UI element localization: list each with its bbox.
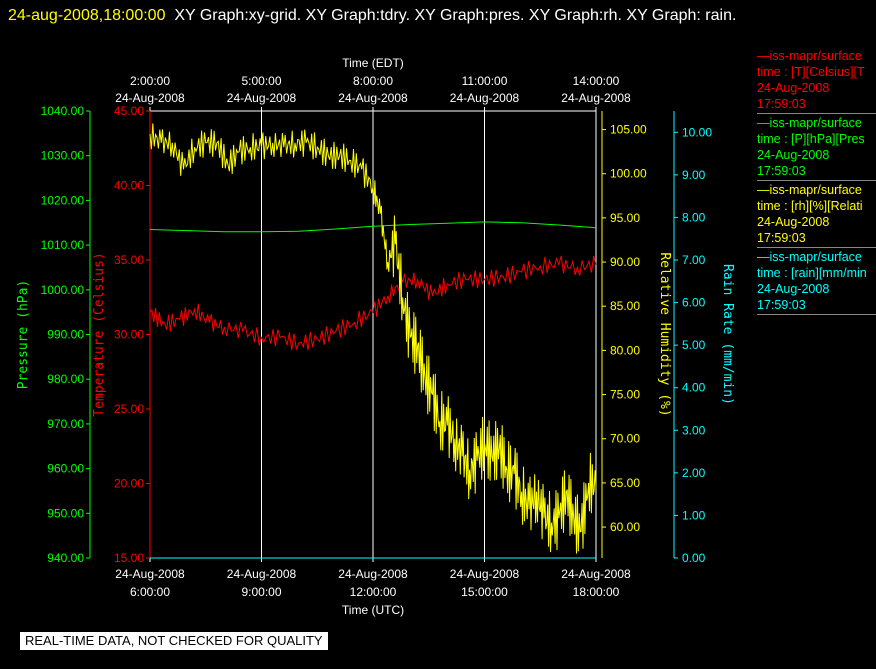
humidity-tick-label: 90.00 (610, 255, 640, 269)
x-tick-label-date: 24-Aug-2008 (561, 567, 631, 581)
pressure-tick-label: 1010.00 (41, 238, 85, 252)
x-tick-label-time: 12:00:00 (350, 585, 397, 599)
x-axis-top-title: Time (EDT) (342, 56, 404, 70)
humidity-tick-label: 60.00 (610, 520, 640, 534)
x-tick-label-time: 18:00:00 (573, 585, 620, 599)
rain-tick-label: 10.00 (682, 125, 712, 139)
x-tick-label-date: 24-Aug-2008 (338, 567, 408, 581)
legend-date: 24-Aug-2008 (757, 282, 830, 296)
quality-notice: REAL-TIME DATA, NOT CHECKED FOR QUALITY (20, 632, 328, 650)
pressure-tick-label: 1040.00 (41, 104, 85, 118)
legend-item-tdry: iss-mapr/surface time : [T][Celsius][T 2… (757, 48, 876, 114)
x-top-tick-label-date: 24-Aug-2008 (561, 91, 631, 105)
graph-titles: XY Graph:xy-grid. XY Graph:tdry. XY Grap… (174, 7, 737, 24)
pressure-tick-label: 990.00 (47, 328, 84, 342)
legend-series-label: time : [rh][%][Relati (757, 199, 863, 213)
pressure-tick-label: 1030.00 (41, 149, 85, 163)
rain-tick-label: 8.00 (682, 210, 706, 224)
pressure-tick-label: 940.00 (47, 551, 84, 565)
timestamp: 24-aug-2008,18:00:00 (8, 7, 166, 24)
x-top-tick-label-date: 24-Aug-2008 (450, 91, 520, 105)
legend-time: 17:59:03 (757, 298, 806, 312)
legend-time: 17:59:03 (757, 164, 806, 178)
pressure-tick-label: 1000.00 (41, 283, 85, 297)
x-top-tick-label-time: 14:00:00 (573, 74, 620, 88)
humidity-tick-label: 105.00 (610, 123, 647, 137)
temperature-tick-label: 35.00 (114, 253, 144, 267)
temperature-tick-label: 45.00 (114, 104, 144, 118)
series-line-tdry (149, 255, 597, 351)
legend-date: 24-Aug-2008 (757, 215, 830, 229)
rain-tick-label: 6.00 (682, 296, 706, 310)
rain-tick-label: 2.00 (682, 466, 706, 480)
legend-series-name: iss-mapr/surface (757, 182, 876, 198)
x-axis-bottom-title: Time (UTC) (342, 603, 404, 617)
x-top-tick-label-time: 5:00:00 (241, 74, 281, 88)
humidity-tick-label: 75.00 (610, 388, 640, 402)
temperature-tick-label: 25.00 (114, 402, 144, 416)
temperature-tick-label: 30.00 (114, 328, 144, 342)
x-tick-label-date: 24-Aug-2008 (227, 567, 297, 581)
legend-series-name: iss-mapr/surface (757, 48, 876, 64)
rain-tick-label: 0.00 (682, 551, 706, 565)
legend: iss-mapr/surface time : [T][Celsius][T 2… (757, 48, 876, 316)
pressure-tick-label: 970.00 (47, 417, 84, 431)
pressure-tick-label: 980.00 (47, 372, 84, 386)
legend-time: 17:59:03 (757, 97, 806, 111)
rain-tick-label: 7.00 (682, 253, 706, 267)
x-tick-label-time: 6:00:00 (130, 585, 170, 599)
legend-series-label: time : [T][Celsius][T (757, 65, 865, 79)
legend-series-name: iss-mapr/surface (757, 249, 876, 265)
x-tick-label-date: 24-Aug-2008 (450, 567, 520, 581)
humidity-tick-label: 85.00 (610, 299, 640, 313)
x-tick-label-time: 15:00:00 (461, 585, 508, 599)
rain-tick-label: 3.00 (682, 423, 706, 437)
rain-tick-label: 5.00 (682, 338, 706, 352)
pressure-axis-title: Pressure (hPa) (16, 280, 31, 390)
humidity-tick-label: 95.00 (610, 211, 640, 225)
x-top-tick-label-time: 2:00:00 (130, 74, 170, 88)
rain-tick-label: 9.00 (682, 168, 706, 182)
pressure-tick-label: 950.00 (47, 506, 84, 520)
rain-tick-label: 4.00 (682, 381, 706, 395)
temperature-tick-label: 40.00 (114, 179, 144, 193)
legend-date: 24-Aug-2008 (757, 148, 830, 162)
legend-item-rh: iss-mapr/surface time : [rh][%][Relati 2… (757, 182, 876, 248)
x-tick-label-date: 24-Aug-2008 (115, 567, 185, 581)
temperature-axis-title: Temperature (Celsius) (92, 252, 107, 416)
x-top-tick-label-date: 24-Aug-2008 (227, 91, 297, 105)
temperature-tick-label: 20.00 (114, 477, 144, 491)
legend-series-label: time : [rain][mm/min (757, 266, 867, 280)
series-line-rh (149, 123, 597, 554)
humidity-tick-label: 65.00 (610, 476, 640, 490)
humidity-tick-label: 70.00 (610, 432, 640, 446)
legend-item-pres: iss-mapr/surface time : [P][hPa][Pres 24… (757, 115, 876, 181)
series-line-pres (149, 221, 597, 233)
legend-date: 24-Aug-2008 (757, 81, 830, 95)
x-top-tick-label-time: 8:00:00 (353, 74, 393, 88)
legend-series-name: iss-mapr/surface (757, 115, 876, 131)
rain-axis-title: Rain Rate (mm/min) (720, 264, 735, 405)
humidity-axis-title: Relative Humidity (%) (657, 252, 672, 416)
pressure-tick-label: 960.00 (47, 462, 84, 476)
chart-header: 24-aug-2008,18:00:00 XY Graph:xy-grid. X… (8, 4, 868, 28)
legend-series-label: time : [P][hPa][Pres (757, 132, 865, 146)
temperature-tick-label: 15.00 (114, 551, 144, 565)
x-top-tick-label-time: 11:00:00 (462, 74, 508, 88)
x-top-tick-label-date: 24-Aug-2008 (338, 91, 408, 105)
pressure-tick-label: 1020.00 (41, 193, 85, 207)
x-tick-label-time: 9:00:00 (241, 585, 281, 599)
humidity-tick-label: 100.00 (610, 167, 647, 181)
legend-item-rain: iss-mapr/surface time : [rain][mm/min 24… (757, 249, 876, 315)
legend-time: 17:59:03 (757, 231, 806, 245)
x-top-tick-label-date: 24-Aug-2008 (115, 91, 185, 105)
humidity-tick-label: 80.00 (610, 343, 640, 357)
rain-tick-label: 1.00 (682, 508, 706, 522)
